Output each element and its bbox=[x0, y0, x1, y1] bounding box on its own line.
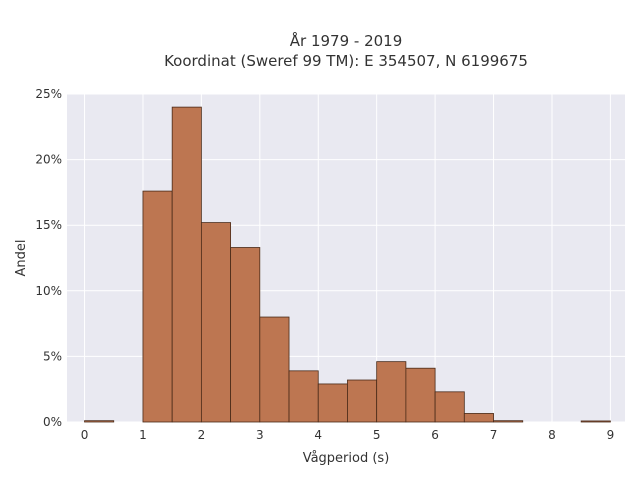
x-axis-title: Vågperiod (s) bbox=[303, 451, 390, 466]
histogram-bar bbox=[463, 413, 494, 423]
histogram-bar bbox=[434, 391, 465, 423]
x-tick-label: 2 bbox=[198, 428, 206, 442]
y-axis-title: Andel bbox=[14, 240, 29, 277]
x-axis-ticks: 0 1 2 3 4 5 6 7 8 9 bbox=[81, 428, 615, 442]
histogram-bar bbox=[259, 316, 290, 423]
histogram-bars bbox=[84, 106, 611, 423]
histogram-bar bbox=[200, 222, 232, 423]
y-tick-label: 0% bbox=[43, 415, 62, 429]
histogram-bar bbox=[230, 247, 261, 423]
y-tick-label: 25% bbox=[35, 87, 62, 101]
y-tick-label: 15% bbox=[35, 218, 62, 232]
histogram-bar bbox=[376, 361, 407, 423]
histogram-bar bbox=[84, 420, 115, 423]
chart-subtitle: Koordinat (Sweref 99 TM): E 354507, N 61… bbox=[164, 52, 528, 70]
x-tick-label: 3 bbox=[256, 428, 264, 442]
x-tick-label: 6 bbox=[431, 428, 439, 442]
histogram-bar bbox=[405, 367, 436, 423]
x-tick-label: 0 bbox=[81, 428, 89, 442]
x-tick-label: 5 bbox=[373, 428, 381, 442]
y-axis-ticks: 0% 5% 10% 15% 20% 25% bbox=[35, 87, 62, 429]
histogram-bar bbox=[580, 420, 611, 423]
histogram-bar bbox=[142, 190, 173, 423]
histogram-bar bbox=[288, 370, 319, 423]
y-tick-label: 10% bbox=[35, 284, 62, 298]
y-tick-label: 5% bbox=[43, 349, 62, 363]
histogram-bar bbox=[493, 420, 524, 423]
x-tick-label: 9 bbox=[607, 428, 615, 442]
x-tick-label: 1 bbox=[139, 428, 147, 442]
histogram-bar bbox=[317, 383, 348, 423]
histogram-bar bbox=[347, 379, 378, 423]
chart-title: År 1979 - 2019 bbox=[290, 31, 403, 50]
y-tick-label: 20% bbox=[35, 153, 62, 167]
x-tick-label: 7 bbox=[490, 428, 498, 442]
x-tick-label: 4 bbox=[314, 428, 322, 442]
x-tick-label: 8 bbox=[548, 428, 556, 442]
histogram-bar bbox=[171, 106, 202, 423]
